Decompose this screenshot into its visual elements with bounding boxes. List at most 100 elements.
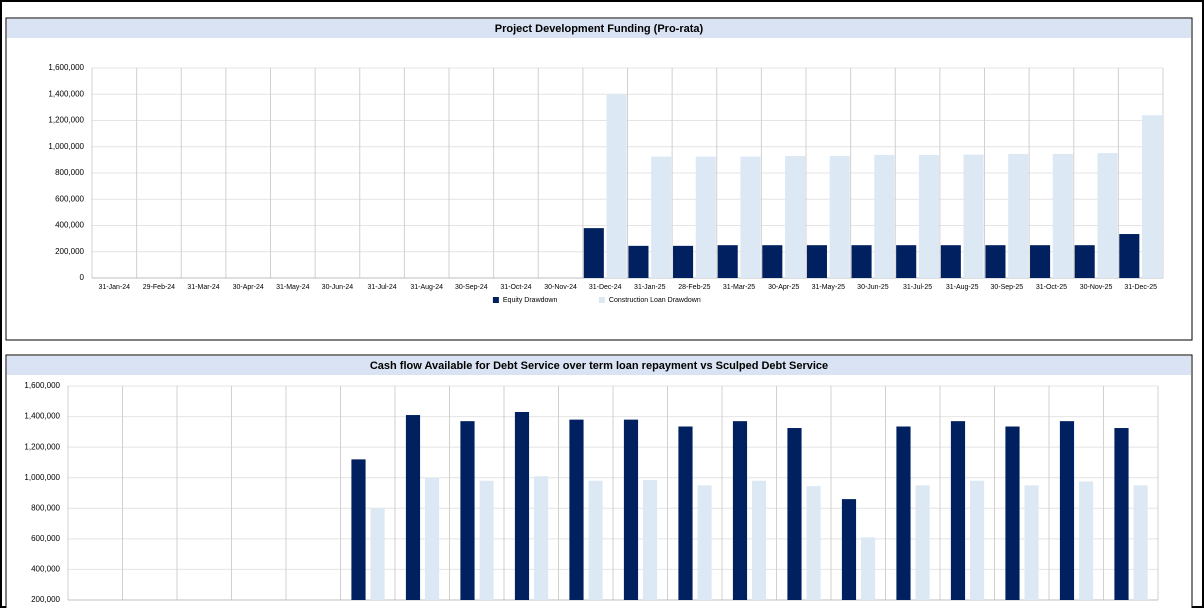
bar <box>1078 481 1094 600</box>
y-tick-label: 800,000 <box>55 168 84 177</box>
bar <box>1008 153 1029 278</box>
x-tick-label: 30-Jun-24 <box>322 284 354 291</box>
x-tick-label: 30-Apr-25 <box>768 284 799 291</box>
bar <box>606 94 627 278</box>
bar <box>514 411 530 600</box>
bar <box>915 485 930 600</box>
x-tick-label: 30-Nov-24 <box>544 284 577 291</box>
bar <box>642 480 658 600</box>
y-tick-label: 1,400,000 <box>48 89 84 98</box>
bar <box>751 480 767 600</box>
x-tick-label: 31-Jul-24 <box>367 284 396 291</box>
bar <box>1097 153 1118 278</box>
bar <box>963 154 984 278</box>
x-tick-label: 31-Mar-25 <box>723 284 755 291</box>
bar <box>1119 234 1140 278</box>
bar <box>787 428 802 600</box>
x-tick-label: 31-Oct-24 <box>500 284 531 291</box>
x-tick-label: 31-Mar-24 <box>187 284 219 291</box>
bar <box>740 156 761 278</box>
bar <box>940 245 961 278</box>
y-tick-label: 400,000 <box>31 565 60 574</box>
legend-label: Construction Loan Drawdown <box>609 297 701 304</box>
x-tick-label: 31-Aug-25 <box>946 284 979 291</box>
bar <box>1030 245 1051 278</box>
x-tick-label: 31-May-24 <box>276 284 310 291</box>
bar <box>874 155 895 278</box>
bar <box>588 480 603 600</box>
bar <box>841 499 857 600</box>
bar <box>896 426 911 600</box>
bar <box>623 419 639 600</box>
bar <box>697 485 712 600</box>
y-tick-label: 0 <box>80 273 85 282</box>
bar <box>1133 485 1148 600</box>
bar <box>678 426 693 600</box>
bar <box>405 415 421 600</box>
bar <box>1005 426 1020 600</box>
bar <box>628 245 649 278</box>
y-tick-label: 200,000 <box>31 595 60 604</box>
bar <box>424 477 440 600</box>
bar <box>583 228 604 278</box>
bar <box>695 156 716 278</box>
x-tick-label: 31-Oct-25 <box>1036 284 1067 291</box>
bar <box>1114 428 1129 600</box>
x-tick-label: 30-Sep-25 <box>990 284 1023 291</box>
title-band <box>7 356 1191 375</box>
y-tick-label: 600,000 <box>31 534 60 543</box>
y-tick-label: 1,400,000 <box>24 412 60 421</box>
x-tick-label: 31-Dec-24 <box>589 284 622 291</box>
x-tick-label: 30-Apr-24 <box>233 284 264 291</box>
bar <box>732 421 748 600</box>
x-tick-label: 30-Sep-24 <box>455 284 488 291</box>
bar <box>806 245 827 278</box>
y-tick-label: 1,600,000 <box>24 381 60 390</box>
x-tick-label: 31-Jul-25 <box>903 284 932 291</box>
bar <box>985 245 1006 278</box>
bar <box>1142 115 1163 278</box>
bar <box>673 245 694 278</box>
x-tick-label: 28-Feb-25 <box>678 284 710 291</box>
legend-swatch <box>492 297 499 303</box>
x-tick-label: 31-Dec-25 <box>1124 284 1157 291</box>
y-tick-label: 400,000 <box>55 221 84 230</box>
y-tick-label: 1,200,000 <box>48 116 84 125</box>
x-tick-label: 30-Nov-25 <box>1080 284 1113 291</box>
bar <box>1052 153 1073 278</box>
x-tick-label: 31-May-25 <box>812 284 846 291</box>
bar <box>533 476 549 600</box>
bar <box>1059 421 1075 600</box>
bar <box>860 537 876 600</box>
x-tick-label: 31-Jan-25 <box>634 284 666 291</box>
bar <box>806 486 821 600</box>
bar <box>460 421 475 600</box>
bar <box>762 245 783 278</box>
bar <box>829 155 850 278</box>
y-tick-label: 600,000 <box>55 194 84 203</box>
title-band <box>7 19 1191 38</box>
bar <box>785 155 806 278</box>
x-tick-label: 29-Feb-24 <box>143 284 175 291</box>
bar <box>651 156 672 278</box>
bar <box>351 459 366 600</box>
bar <box>479 480 494 600</box>
bar <box>1024 485 1039 600</box>
x-tick-label: 31-Jan-24 <box>99 284 131 291</box>
y-tick-label: 1,200,000 <box>24 442 60 451</box>
chart-frame <box>5 17 1193 341</box>
bar <box>969 480 985 600</box>
bar <box>896 245 917 278</box>
y-tick-label: 1,600,000 <box>48 63 84 72</box>
bar <box>918 155 939 278</box>
chart-title: Cash flow Available for Debt Service ove… <box>370 360 828 372</box>
legend-label: Equity Drawdown <box>503 297 558 304</box>
y-tick-label: 1,000,000 <box>24 473 60 482</box>
x-tick-label: 31-Aug-24 <box>410 284 443 291</box>
bar <box>950 421 966 600</box>
bar <box>851 245 872 278</box>
bar <box>1074 245 1095 278</box>
y-tick-label: 800,000 <box>31 503 60 512</box>
bar <box>717 245 738 278</box>
